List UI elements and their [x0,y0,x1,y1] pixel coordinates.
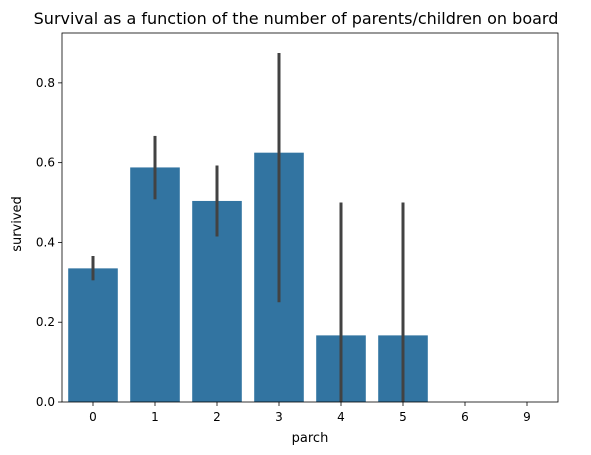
y-tick-label: 0.6 [36,156,55,170]
chart-title: Survival as a function of the number of … [34,9,559,28]
x-axis-label: parch [292,431,329,446]
y-axis-label: survived [10,196,25,252]
x-tick-label: 6 [461,410,469,424]
x-tick-label: 0 [89,410,97,424]
y-tick-label: 0.0 [36,395,55,409]
x-tick-label: 2 [213,410,221,424]
x-tick-label: 3 [275,410,283,424]
x-tick-label: 5 [399,410,407,424]
bar-1 [130,167,180,402]
y-tick-label: 0.2 [36,315,55,329]
bar-0 [68,268,118,402]
plot-frame [61,32,559,403]
x-tick-label: 9 [523,410,531,424]
y-tick-label: 0.8 [36,76,55,90]
y-tick-label: 0.4 [36,235,55,249]
x-tick-label: 1 [151,410,159,424]
x-tick-label: 4 [337,410,345,424]
